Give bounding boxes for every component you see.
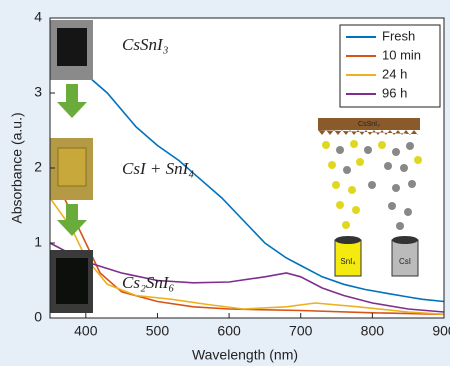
crucible-top	[335, 236, 361, 244]
legend-label: Fresh	[382, 28, 415, 43]
x-tick-label: 800	[361, 323, 385, 339]
diagram-label: CsSnI₃	[358, 121, 380, 128]
photo-cs2sni6-film	[56, 258, 88, 304]
chart: CsSnI₃ CsI + SnI₄ Cs₂SnI₆ CsSnI₃ SnI₄ Cs…	[0, 0, 450, 366]
diagram-label: CsI	[399, 257, 411, 266]
x-tick-label: 600	[217, 323, 241, 339]
x-tick-label: 700	[289, 323, 313, 339]
page: {"chart_data": {"type": "line", "xlabel"…	[0, 0, 450, 366]
photo-csi-sni4-film	[58, 148, 86, 186]
legend-label: 10 min	[382, 47, 421, 62]
legend-label: 24 h	[382, 66, 407, 81]
y-tick-label: 0	[34, 309, 42, 325]
y-tick-label: 2	[34, 159, 42, 175]
annotation: CsSnI₃	[122, 35, 169, 54]
annotation: Cs₂SnI₆	[122, 273, 175, 292]
crucible-top	[392, 236, 418, 244]
annotation: CsI + SnI₄	[122, 159, 194, 178]
y-tick-label: 3	[34, 84, 42, 100]
x-tick-label: 400	[74, 323, 98, 339]
photo-cssni3-film	[57, 28, 87, 66]
y-tick-label: 1	[34, 234, 42, 250]
x-tick-label: 900	[432, 323, 450, 339]
legend-label: 96 h	[382, 85, 407, 100]
y-tick-label: 4	[34, 9, 42, 25]
y-axis-label: Absorbance (a.u.)	[9, 112, 25, 223]
x-axis-label: Wavelength (nm)	[192, 347, 298, 363]
diagram-label: SnI₄	[340, 257, 355, 266]
x-tick-label: 500	[146, 323, 170, 339]
